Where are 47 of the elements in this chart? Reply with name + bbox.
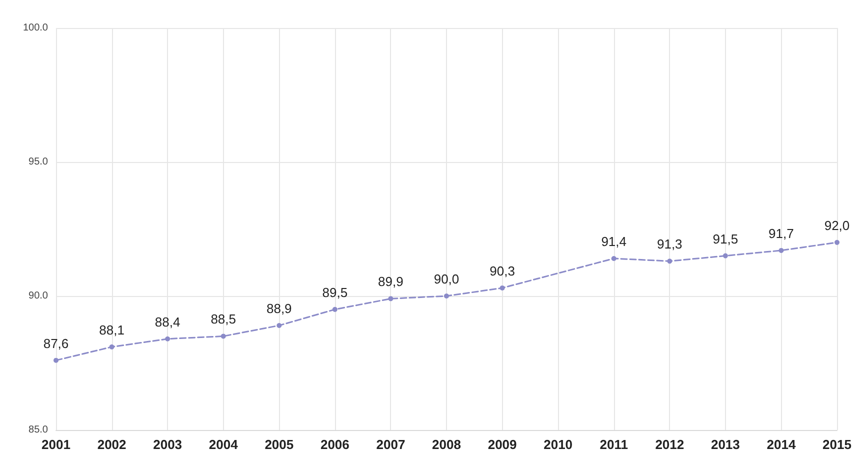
point — [500, 285, 505, 290]
x-tick-label: 2007 — [376, 437, 406, 452]
data-label: 88,9 — [266, 300, 292, 316]
x-tick-label: 2006 — [320, 437, 350, 452]
x-tick-label: 2009 — [488, 437, 517, 452]
data-label: 88,1 — [99, 322, 124, 338]
data-label: 89,5 — [322, 284, 348, 300]
point — [778, 248, 784, 253]
data-label: 90,3 — [490, 263, 515, 278]
x-tick-label: 2010 — [544, 437, 573, 452]
y-tick-label: 95.0 — [28, 156, 48, 168]
point — [444, 294, 449, 298]
x-tick-label: 2001 — [42, 437, 70, 452]
data-label: 88,4 — [154, 314, 180, 330]
point — [165, 336, 170, 342]
y-tick-label: 85.0 — [28, 424, 48, 436]
data-label: 88,5 — [210, 312, 236, 327]
x-tick-label: 2003 — [153, 437, 182, 452]
point — [109, 344, 114, 350]
point — [722, 253, 728, 258]
data-label: 91,5 — [712, 231, 738, 246]
point — [388, 296, 394, 302]
point — [276, 322, 282, 328]
point — [220, 334, 226, 339]
y-tick-label: 90.0 — [28, 290, 48, 302]
y-tick-label: 100.0 — [22, 22, 48, 34]
x-tick-label: 2004 — [208, 437, 239, 452]
x-tick-label: 2005 — [264, 437, 294, 452]
data-label: 90,0 — [434, 272, 460, 286]
x-tick-label: 2013 — [710, 437, 740, 452]
x-tick-label: 2002 — [97, 437, 126, 452]
data-label: 91,3 — [656, 236, 682, 252]
x-tick-label: 2015 — [822, 437, 852, 452]
point — [54, 358, 58, 363]
x-tick-label: 2012 — [655, 437, 684, 452]
x-tick-label: 2014 — [766, 437, 796, 452]
data-label: 87,6 — [43, 336, 69, 351]
x-tick-label: 2011 — [600, 437, 628, 452]
point — [332, 306, 338, 312]
point — [834, 240, 840, 245]
data-label: 92,0 — [824, 218, 850, 233]
data-label: 91,7 — [768, 226, 794, 241]
point — [667, 258, 672, 264]
point — [611, 256, 616, 261]
x-tick-label: 2008 — [432, 437, 461, 452]
data-label: 91,4 — [601, 234, 627, 249]
data-label: 89,9 — [378, 274, 404, 290]
